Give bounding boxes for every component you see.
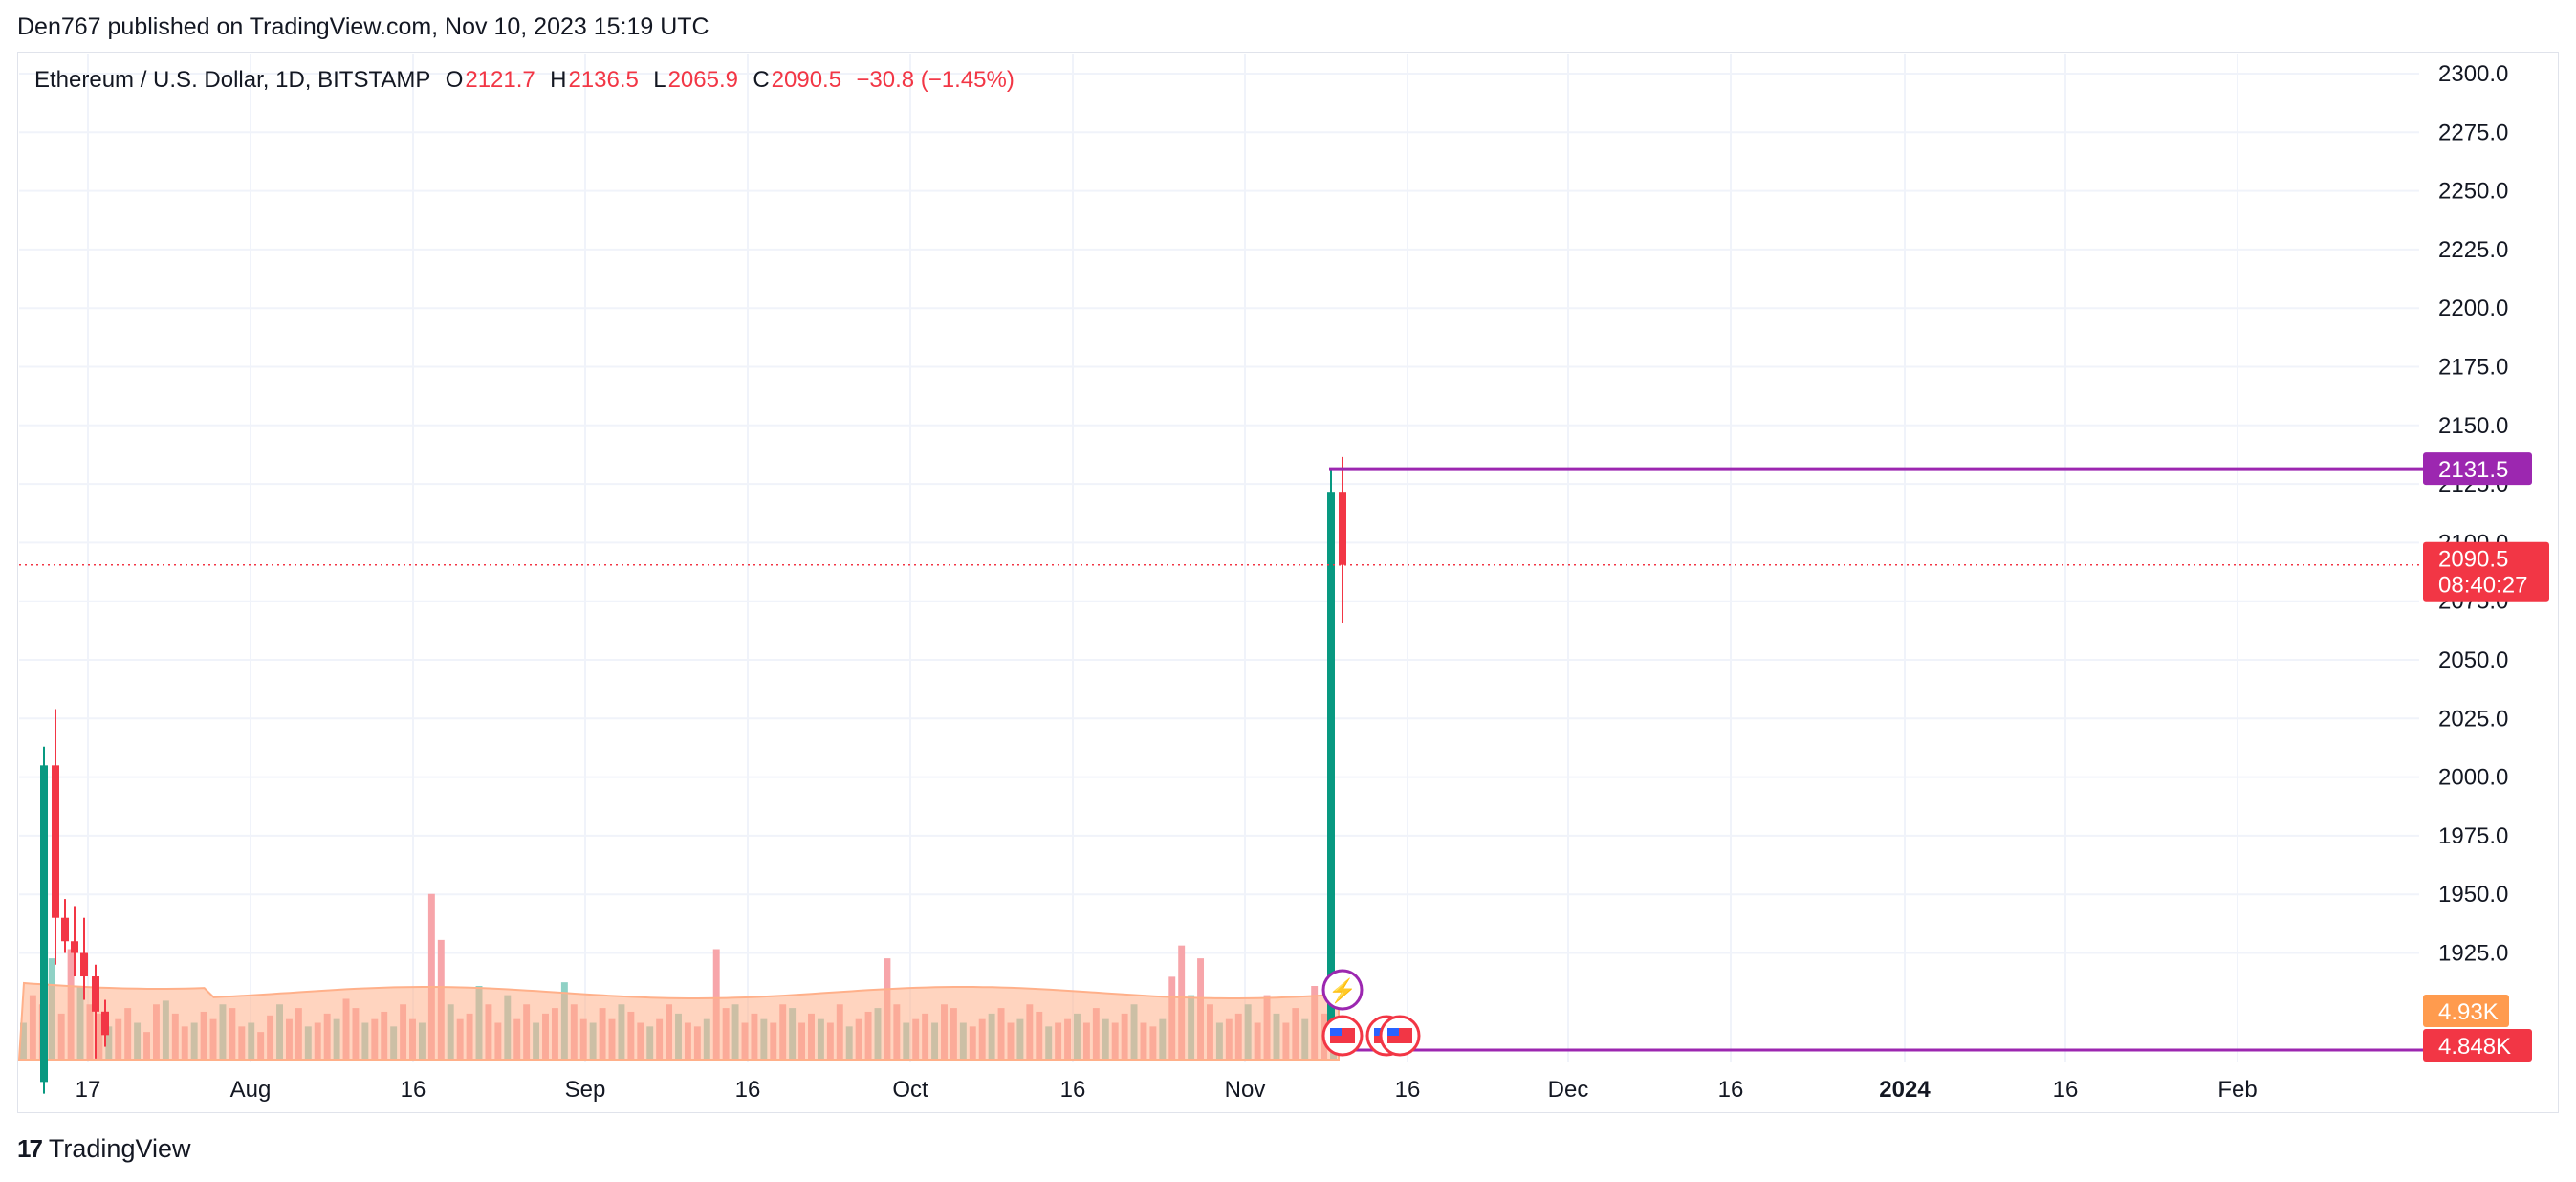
- line-value-tag-text: 2131.5: [2438, 457, 2508, 483]
- footer-brand-text: TradingView: [48, 1134, 191, 1163]
- footer-brand[interactable]: 17 TradingView: [17, 1134, 191, 1164]
- x-axis: 17 Aug 16 Sep 16 Oct 16 Nov 16 Dec 16 2024 16 Feb: [76, 1077, 2258, 1103]
- y-tick-label: 2050.0: [2438, 647, 2508, 673]
- line-value-tag: [2423, 452, 2532, 486]
- chart-frame: [17, 52, 2559, 1113]
- tradingview-logo-icon: 17: [17, 1134, 43, 1163]
- x-tick-label: 17: [76, 1077, 101, 1103]
- y-tick-label: 2275.0: [2438, 120, 2508, 145]
- x-tick-label: Feb: [2217, 1077, 2257, 1103]
- last-price-tag-text: 2090.5: [2438, 547, 2508, 573]
- ohlc-legend: Ethereum / U.S. Dollar, 1D, BITSTAMP O21…: [34, 67, 1016, 94]
- x-tick-label: Dec: [1548, 1077, 1589, 1103]
- volume-ma-tag-text: 4.93K: [2438, 999, 2499, 1025]
- volume-tag: [2423, 1029, 2532, 1062]
- candle-body[interactable]: [92, 976, 99, 1012]
- candle-body[interactable]: [71, 941, 78, 953]
- low-value: 2065.9: [667, 67, 738, 93]
- candle-body[interactable]: [80, 952, 88, 977]
- volume-ma-area: [17, 981, 1340, 1061]
- close-value: 2090.5: [771, 67, 842, 93]
- change-value: −30.8 (−1.45%): [856, 67, 1015, 93]
- lightning-glyph: ⚡: [1328, 977, 1357, 1004]
- volume-ma-tag: [2423, 995, 2509, 1027]
- low-label: L: [653, 67, 666, 93]
- y-tick-label: 2250.0: [2438, 179, 2508, 205]
- y-tick-label: 2175.0: [2438, 355, 2508, 381]
- y-tick-label: 1950.0: [2438, 882, 2508, 908]
- y-tick-label: 2000.0: [2438, 765, 2508, 791]
- grid: [19, 54, 2419, 1062]
- y-tick-label: 2225.0: [2438, 237, 2508, 263]
- open-value: 2121.7: [465, 67, 535, 93]
- flag-canton: [1387, 1028, 1399, 1036]
- candles: [40, 456, 1346, 1094]
- x-tick-label: 16: [1060, 1077, 1086, 1103]
- candle-body[interactable]: [52, 765, 59, 918]
- candle-body[interactable]: [40, 765, 48, 1083]
- x-tick-label: 16: [2053, 1077, 2079, 1103]
- publisher-line: Den767 published on TradingView.com, Nov…: [17, 13, 709, 40]
- y-tick-label: 2200.0: [2438, 296, 2508, 321]
- high-value: 2136.5: [568, 67, 639, 93]
- flag-canton: [1330, 1028, 1342, 1036]
- high-label: H: [550, 67, 567, 93]
- volume-bar: [427, 893, 435, 1060]
- open-label: O: [445, 67, 464, 93]
- x-tick-label: Nov: [1225, 1077, 1266, 1103]
- x-tick-label: Oct: [892, 1077, 928, 1103]
- x-tick-label: Sep: [565, 1077, 606, 1103]
- volume-tag-text: 4.848K: [2438, 1034, 2511, 1060]
- x-tick-label: 2024: [1879, 1077, 1931, 1103]
- price-lines: [19, 467, 2423, 1052]
- close-label: C: [753, 67, 770, 93]
- x-tick-label: 16: [735, 1077, 761, 1103]
- last-price-tag-text: 08:40:27: [2438, 573, 2527, 599]
- x-tick-label: 16: [401, 1077, 426, 1103]
- candle-body[interactable]: [101, 1011, 109, 1036]
- y-axis: 2300.0 2275.0 2250.0 2225.0 2200.0 2175.0 2150…: [2438, 61, 2508, 967]
- candle-body[interactable]: [1339, 492, 1346, 565]
- y-tick-label: 2150.0: [2438, 413, 2508, 439]
- y-tick-label: 1925.0: [2438, 941, 2508, 967]
- lightning-icon[interactable]: [1321, 969, 1364, 1011]
- y-tick-label: 2300.0: [2438, 61, 2508, 87]
- y-tick-label: 1975.0: [2438, 823, 2508, 849]
- x-tick-label: 16: [1718, 1077, 1744, 1103]
- x-tick-label: Aug: [230, 1077, 272, 1103]
- x-tick-label: 16: [1395, 1077, 1421, 1103]
- symbol-name[interactable]: Ethereum / U.S. Dollar, 1D, BITSTAMP: [34, 67, 431, 93]
- last-price-tag: [2423, 541, 2549, 602]
- candle-body[interactable]: [61, 917, 69, 942]
- axis-tags: 2131.5 2090.508:40:27 4.93K 4.848K: [2423, 452, 2549, 1062]
- candle-body[interactable]: [1327, 492, 1335, 1036]
- event-icons: ⚡: [1321, 969, 1421, 1057]
- y-tick-label: 2025.0: [2438, 706, 2508, 732]
